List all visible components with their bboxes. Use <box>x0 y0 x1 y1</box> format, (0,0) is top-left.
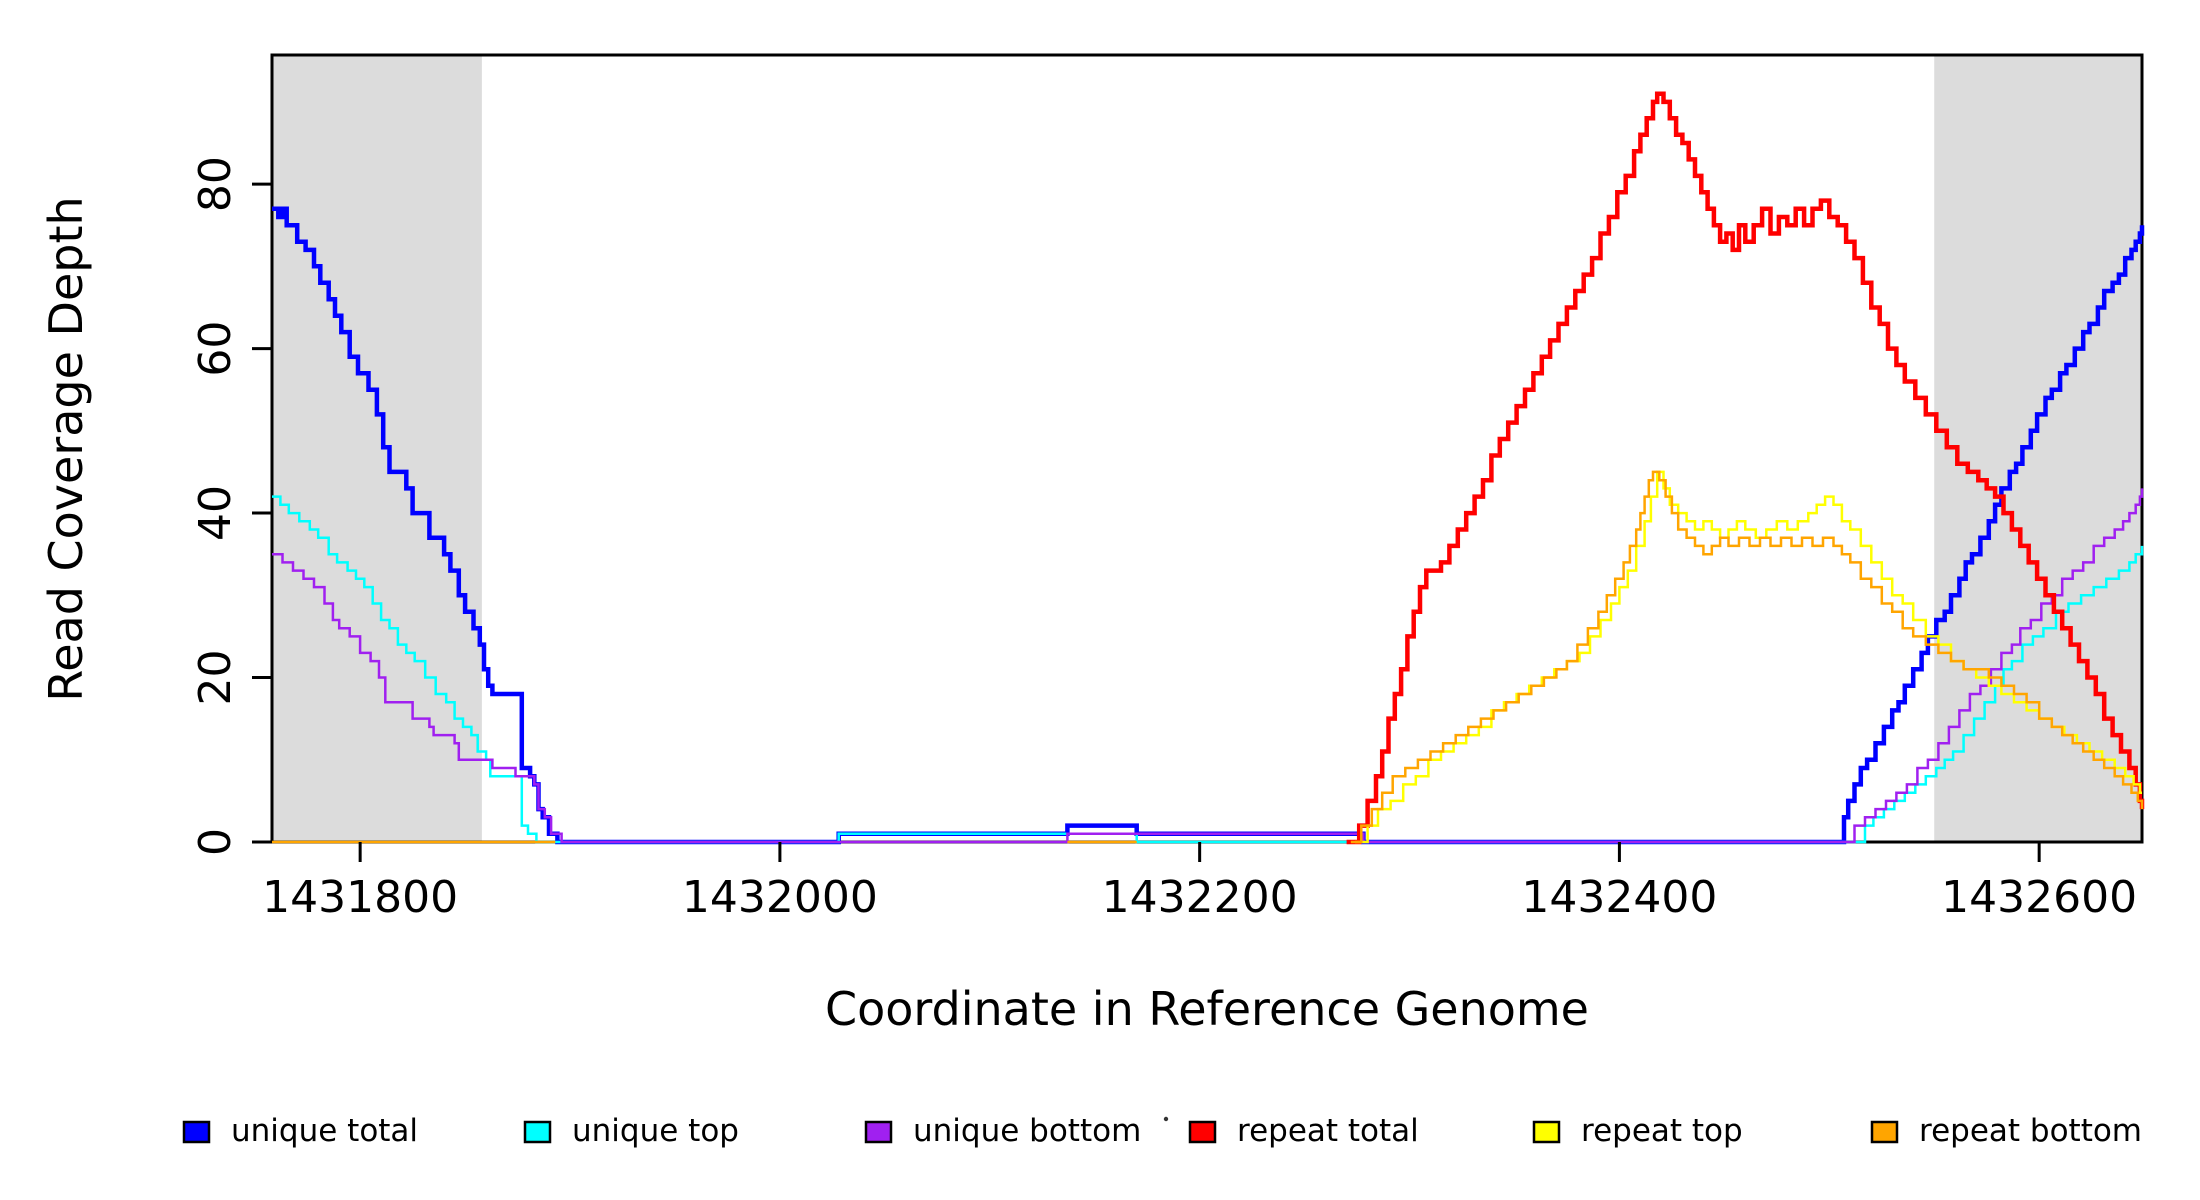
series-line-unique-top <box>272 495 2144 844</box>
plot-box <box>270 53 2144 844</box>
y-tick-label: 80 <box>190 156 241 212</box>
y-tick-label: 40 <box>190 485 241 541</box>
series-lines <box>272 91 2145 845</box>
series-line-repeat-bottom <box>1350 470 2144 844</box>
legend-label-repeat-bottom: repeat bottom <box>1919 1113 2142 1149</box>
x-tick-label: 1432000 <box>682 872 878 923</box>
x-tick-label: 1432200 <box>1102 872 1298 923</box>
legend-label-unique-total: unique total <box>231 1113 418 1149</box>
legend-label-unique-top: unique top <box>572 1113 739 1149</box>
y-axis-title: Read Coverage Depth <box>39 196 93 701</box>
shaded-region <box>272 55 482 842</box>
x-tick-label: 1432400 <box>1521 872 1717 923</box>
legend-swatch-repeat-total <box>1188 1120 1217 1144</box>
y-tick-label: 60 <box>190 321 241 377</box>
legend-label-unique-bottom: unique bottom <box>913 1113 1141 1149</box>
x-axis-title: Coordinate in Reference Genome <box>825 982 1589 1036</box>
series-line-repeat-total <box>1346 91 2145 845</box>
legend-swatch-repeat-top <box>1532 1120 1561 1144</box>
stray-dot <box>1163 1116 1169 1122</box>
y-tick-label: 20 <box>190 650 241 706</box>
legend-label-repeat-total: repeat total <box>1237 1113 1419 1149</box>
x-tick-label: 1432600 <box>1941 872 2137 923</box>
legend-swatch-repeat-bottom <box>1870 1120 1899 1144</box>
series-line-unique-bottom <box>272 488 2144 844</box>
plot-border <box>270 53 2144 844</box>
shaded-regions <box>272 55 2142 842</box>
legend-label-repeat-top: repeat top <box>1581 1113 1743 1149</box>
series-line-unique-total <box>272 206 2145 845</box>
y-tick-label: 0 <box>190 828 241 856</box>
legend-swatch-unique-top <box>523 1120 552 1144</box>
legend: unique total unique top unique bottom repea… <box>182 1113 2142 1149</box>
x-tick-label: 1431800 <box>262 872 458 923</box>
legend-swatch-unique-bottom <box>864 1120 893 1144</box>
legend-swatch-unique-total <box>182 1120 211 1144</box>
axes: 1431800 1432000 1432200 1432400 1432600 0 20 40… <box>190 156 2137 923</box>
